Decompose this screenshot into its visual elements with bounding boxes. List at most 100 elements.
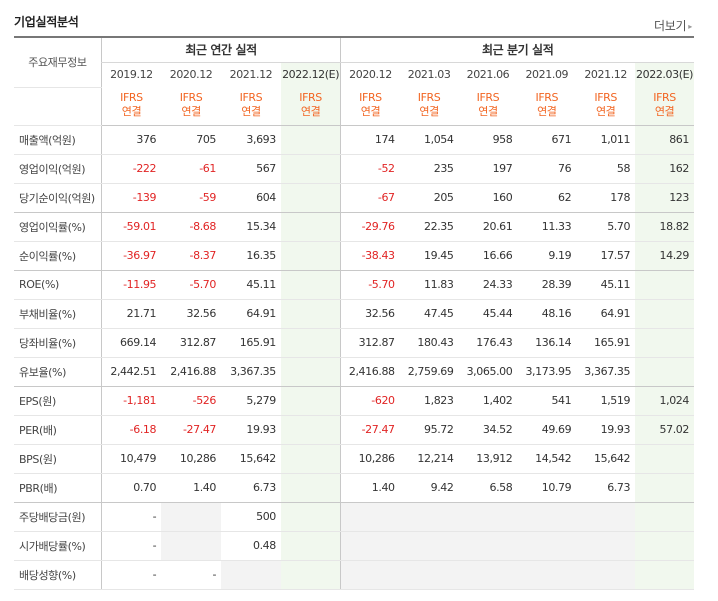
- table-cell: [458, 531, 518, 561]
- table-cell: 1,011: [576, 125, 636, 155]
- table-cell: 45.11: [221, 270, 281, 300]
- table-cell: 14.29: [635, 241, 694, 271]
- table-cell: [280, 444, 341, 474]
- table-cell: [280, 212, 341, 242]
- basis-standard: IFRS: [476, 91, 500, 104]
- basis-header: IFRS 연결: [576, 87, 636, 126]
- table-cell: 500: [221, 502, 281, 532]
- basis-header: IFRS 연결: [280, 87, 341, 126]
- table-cell: [221, 560, 281, 590]
- table-cell: [280, 328, 341, 358]
- table-cell: 1.40: [340, 473, 400, 503]
- table-cell: 0.48: [221, 531, 281, 561]
- table-cell: -27.47: [161, 415, 222, 445]
- row-label: PBR(배): [14, 473, 102, 503]
- table-row: ROE(%) -11.95 -5.70 45.11 -5.70 11.83 24.33 28.…: [14, 270, 694, 300]
- table-row: 유보율(%) 2,442.51 2,416.88 3,367.35 2,416.88 2,…: [14, 357, 694, 387]
- period-header: 2021.12: [229, 68, 273, 82]
- basis-standard: IFRS: [120, 91, 143, 104]
- table-cell: -222: [100, 154, 162, 184]
- basis-scope: 연결: [654, 105, 675, 118]
- table-row: 매출액(억원) 376 705 3,693 174 1,054 958 671 1,011 861: [14, 125, 694, 155]
- table-cell: 1,402: [458, 386, 518, 416]
- table-cell: 16.66: [458, 241, 518, 271]
- more-link[interactable]: 더보기 ▸: [654, 17, 692, 34]
- row-label: 순이익률(%): [14, 241, 102, 271]
- table-cell: 6.73: [221, 473, 281, 503]
- table-cell: 21.71: [100, 299, 162, 329]
- basis-scope: 연결: [241, 105, 261, 118]
- table-cell: [635, 270, 694, 300]
- table-cell: -36.97: [100, 241, 162, 271]
- period-header: 2021.12: [584, 68, 628, 82]
- table-cell: 45.44: [458, 299, 518, 329]
- table-cell: 15,642: [576, 444, 636, 474]
- table-cell: 6.73: [576, 473, 636, 503]
- row-label: 매출액(억원): [14, 125, 102, 155]
- table-cell: -11.95: [100, 270, 162, 300]
- table-cell: 18.82: [635, 212, 694, 242]
- table-cell: [576, 502, 636, 532]
- table-cell: [340, 531, 400, 561]
- table-cell: 705: [161, 125, 222, 155]
- table-cell: [280, 154, 341, 184]
- period-header: 2022.12(E): [280, 62, 341, 87]
- table-cell: -29.76: [340, 212, 400, 242]
- table-cell: 24.33: [458, 270, 518, 300]
- table-cell: [280, 386, 341, 416]
- table-cell: 32.56: [340, 299, 400, 329]
- table-cell: 197: [458, 154, 518, 184]
- basis-scope: 연결: [181, 105, 201, 118]
- table-cell: [280, 560, 341, 590]
- table-cell: 1.40: [161, 473, 222, 503]
- table-row: PBR(배) 0.70 1.40 6.73 1.40 9.42 6.58 10.79 6.73: [14, 473, 694, 503]
- basis-header: IFRS 연결: [517, 87, 577, 126]
- table-cell: 174: [340, 125, 400, 155]
- table-cell: [280, 415, 341, 445]
- table-cell: [340, 502, 400, 532]
- table-cell: -67: [340, 183, 400, 213]
- table-cell: -59: [161, 183, 222, 213]
- table-cell: -5.70: [161, 270, 222, 300]
- row-label: 당좌비율(%): [14, 328, 102, 358]
- row-label: 부채비율(%): [14, 299, 102, 329]
- annual-group-header: 최근 연간 실적: [100, 37, 341, 63]
- table-cell: 19.93: [221, 415, 281, 445]
- table-cell: 1,024: [635, 386, 694, 416]
- section-title: 기업실적분석: [14, 15, 79, 29]
- table-cell: -8.37: [161, 241, 222, 271]
- table-cell: -38.43: [340, 241, 400, 271]
- basis-standard: IFRS: [653, 91, 676, 104]
- table-cell: [280, 241, 341, 271]
- table-cell: 123: [635, 183, 694, 213]
- table-cell: 5,279: [221, 386, 281, 416]
- table-cell: -1,181: [100, 386, 162, 416]
- table-cell: 22.35: [399, 212, 459, 242]
- table-cell: 13,912: [458, 444, 518, 474]
- table-cell: [280, 270, 341, 300]
- table-cell: [399, 502, 459, 532]
- table-cell: 15.34: [221, 212, 281, 242]
- table-cell: 861: [635, 125, 694, 155]
- table-row: PER(배) -6.18 -27.47 19.93 -27.47 95.72 34.52 49…: [14, 415, 694, 445]
- period-header: 2019.12: [100, 62, 162, 87]
- table-cell: 3,693: [221, 125, 281, 155]
- table-cell: 567: [221, 154, 281, 184]
- basis-scope: 연결: [300, 105, 321, 118]
- period-header: 2020.12: [169, 68, 213, 82]
- table-cell: [635, 328, 694, 358]
- table-cell: 57.02: [635, 415, 694, 445]
- table-cell: -: [100, 531, 162, 561]
- basis-standard: IFRS: [417, 91, 441, 104]
- table-cell: 64.91: [221, 299, 281, 329]
- basis-standard: IFRS: [359, 91, 382, 104]
- basis-scope: 연결: [537, 105, 557, 118]
- row-label: 유보율(%): [14, 357, 102, 387]
- table-cell: -6.18: [100, 415, 162, 445]
- table-cell: 45.11: [576, 270, 636, 300]
- table-cell: -: [100, 502, 162, 532]
- table-cell: 3,173.95: [517, 357, 577, 387]
- table-cell: 19.93: [576, 415, 636, 445]
- table-cell: [280, 357, 341, 387]
- basis-standard: IFRS: [594, 91, 617, 104]
